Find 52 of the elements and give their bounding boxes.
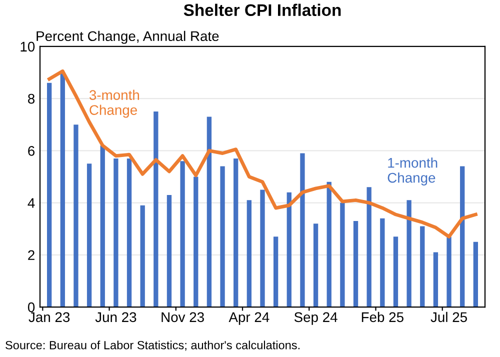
bar bbox=[114, 158, 118, 308]
bar bbox=[194, 176, 198, 308]
y-tick-label: 10 bbox=[20, 42, 35, 52]
y-tick-label: 2 bbox=[28, 250, 34, 260]
y-tick-label: 4 bbox=[28, 198, 35, 208]
series-label: 3-month Change bbox=[89, 90, 139, 118]
bar bbox=[154, 112, 158, 308]
bar bbox=[446, 236, 452, 308]
bar bbox=[100, 145, 105, 308]
bar bbox=[180, 161, 185, 308]
bar bbox=[300, 153, 305, 308]
bar bbox=[46, 82, 52, 308]
bar bbox=[433, 252, 438, 308]
x-tick-label: Jul 25 bbox=[430, 312, 467, 322]
x-tick-label: Apr 24 bbox=[228, 312, 270, 325]
bar bbox=[460, 166, 465, 308]
y-tick-label: 0 bbox=[28, 302, 35, 312]
bar bbox=[380, 218, 385, 308]
bar bbox=[406, 200, 412, 308]
bar bbox=[166, 194, 172, 308]
x-tick-label: Jun 23 bbox=[95, 312, 136, 322]
bar bbox=[393, 236, 398, 308]
bar bbox=[74, 124, 78, 308]
x-tick-label: Nov 23 bbox=[162, 312, 204, 322]
y-tick-label: 8 bbox=[28, 94, 35, 104]
line-series bbox=[48, 69, 478, 238]
bar bbox=[86, 164, 92, 308]
series-label: 1-month Change bbox=[388, 158, 438, 186]
x-tick-label: Feb 25 bbox=[362, 312, 404, 322]
bar bbox=[473, 242, 478, 308]
bar bbox=[286, 192, 292, 308]
bar bbox=[273, 236, 278, 308]
x-tick-label: Sep 24 bbox=[294, 312, 338, 325]
bar bbox=[420, 226, 425, 308]
bar bbox=[246, 200, 252, 308]
bar bbox=[140, 205, 145, 308]
y-axis-title: Percent Change, Annual Rate bbox=[36, 30, 219, 44]
bar bbox=[313, 224, 318, 308]
chart-title: Shelter CPI Inflation bbox=[184, 4, 341, 16]
x-tick-label: Jan 23 bbox=[28, 312, 70, 322]
bar bbox=[234, 158, 238, 308]
bar bbox=[126, 158, 132, 308]
bar bbox=[220, 166, 225, 308]
bar bbox=[340, 202, 345, 308]
bar bbox=[366, 187, 372, 308]
bar bbox=[353, 221, 358, 308]
bar bbox=[260, 190, 265, 308]
y-tick-label: 6 bbox=[28, 146, 35, 156]
bar bbox=[60, 72, 65, 308]
bar bbox=[326, 182, 332, 308]
source-note: Source: Bureau of Labor Statistics; author's calculations. bbox=[6, 340, 300, 351]
bar bbox=[206, 116, 212, 308]
